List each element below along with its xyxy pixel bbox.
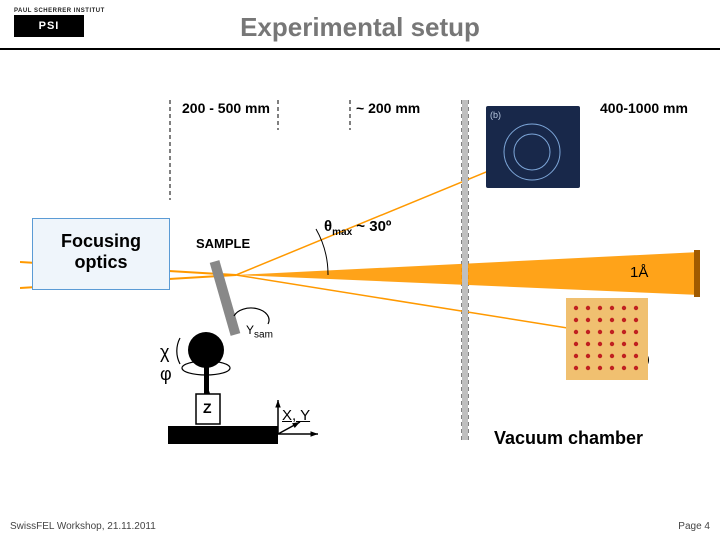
label-phi: φ [160,364,172,385]
label-dist1: 200 - 500 mm [182,100,270,116]
diffraction-pattern-image: (b) [486,106,580,188]
label-chi: χ [160,342,169,363]
focusing-optics-box: Focusing optics [32,218,170,290]
footer-right: Page 4 [678,521,710,532]
label-ysam: Ysam [246,323,273,340]
label-dist3: 400-1000 mm [600,100,688,116]
label-vacuum: Vacuum chamber [494,428,643,449]
label-angstrom: 1Å [630,264,648,281]
label-sample: SAMPLE [196,236,250,251]
label-z: Z [203,400,212,416]
diagram-canvas: 200 - 500 mm ~ 200 mm 400-1000 mm Focusi… [20,70,700,490]
footer-left: SwissFEL Workshop, 21.11.2011 [10,521,156,532]
bragg-spots-image [566,298,648,380]
focusing-label: Focusing optics [33,219,169,273]
title-rule [0,48,720,50]
label-dist2: ~ 200 mm [356,100,420,116]
label-xy: X, Y [282,407,310,424]
label-theta: θmax ~ 30º [324,218,391,238]
slide-title: Experimental setup [0,12,720,43]
svg-text:(b): (b) [490,110,501,120]
